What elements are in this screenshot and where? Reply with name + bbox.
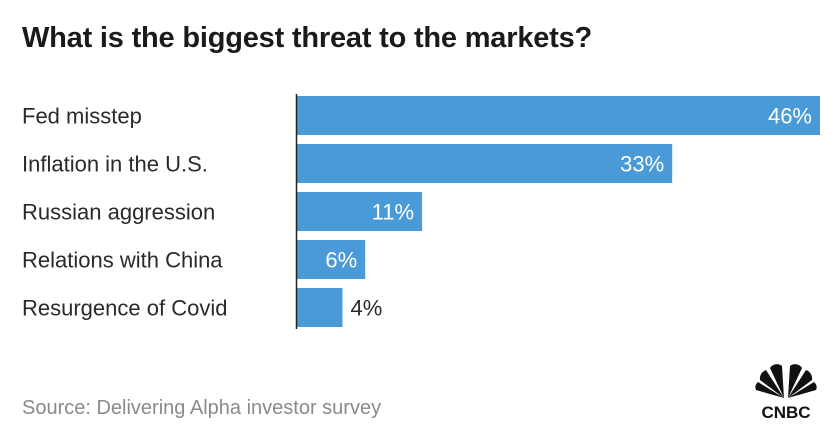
category-label: Inflation in the U.S. — [22, 152, 208, 177]
value-label: 4% — [350, 296, 382, 321]
cnbc-logo: CNBC — [755, 364, 817, 422]
value-label: 11% — [372, 200, 414, 225]
chart-title: What is the biggest threat to the market… — [22, 22, 593, 54]
bar — [297, 144, 673, 183]
source-note: Source: Delivering Alpha investor survey — [22, 397, 382, 419]
bar — [297, 96, 820, 135]
bar — [297, 192, 423, 231]
bar — [297, 288, 343, 327]
category-label: Relations with China — [22, 248, 223, 273]
category-label: Russian aggression — [22, 200, 215, 225]
bar — [297, 240, 366, 279]
value-label: 6% — [325, 248, 357, 273]
svg-text:CNBC: CNBC — [761, 403, 810, 422]
value-label: 46% — [768, 104, 812, 129]
category-label: Fed misstep — [22, 104, 142, 129]
category-label: Resurgence of Covid — [22, 296, 227, 321]
value-label: 33% — [620, 152, 664, 177]
